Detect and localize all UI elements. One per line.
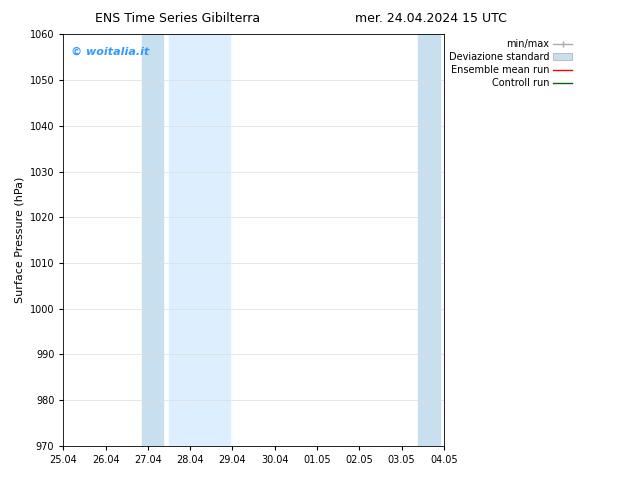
Bar [141,34,163,446]
Y-axis label: Surface Pressure (hPa): Surface Pressure (hPa) [14,177,24,303]
Text: © woitalia.it: © woitalia.it [71,47,150,57]
Text: ENS Time Series Gibilterra: ENS Time Series Gibilterra [95,12,260,25]
Bar [169,34,230,446]
Legend: min/max, Deviazione standard, Ensemble mean run, Controll run: min/max, Deviazione standard, Ensemble m… [449,39,573,88]
Bar [418,34,439,446]
Text: mer. 24.04.2024 15 UTC: mer. 24.04.2024 15 UTC [355,12,507,25]
Bar [444,34,465,446]
